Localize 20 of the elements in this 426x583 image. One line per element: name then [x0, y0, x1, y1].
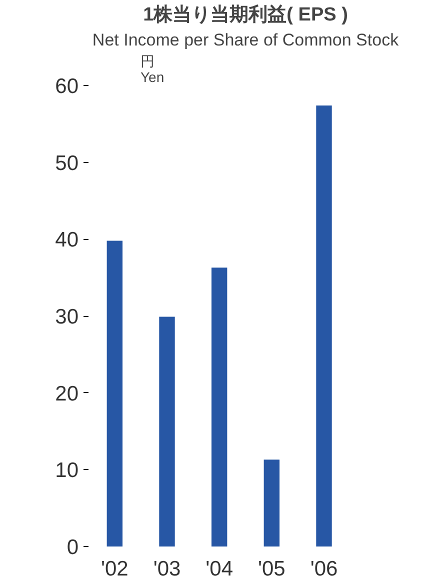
x-tick-label: '03 [153, 558, 181, 580]
bar [106, 240, 123, 546]
x-tick-label: '05 [258, 558, 286, 580]
x-tick-label: '04 [206, 558, 234, 580]
y-tick-label: 60 [55, 75, 78, 98]
chart-title: 1株当り当期利益( EPS ) [143, 4, 348, 26]
bar [264, 460, 280, 546]
bar [211, 268, 228, 546]
y-tick-label: 50 [55, 152, 78, 175]
x-tick-label: '06 [310, 558, 338, 580]
y-tick-label: 10 [55, 459, 78, 482]
y-tick-label: 20 [55, 382, 78, 406]
y-tick-label: 40 [55, 228, 78, 252]
y-tick-label: 30 [55, 306, 78, 328]
chart-subtitle: Net Income per Share of Common Stock [92, 30, 400, 50]
bar [316, 105, 332, 546]
y-tick-label: 0 [66, 536, 79, 559]
y-axis-title: 円 Yen [140, 53, 164, 85]
x-tick-label: '02 [100, 558, 128, 580]
bar [159, 316, 175, 546]
